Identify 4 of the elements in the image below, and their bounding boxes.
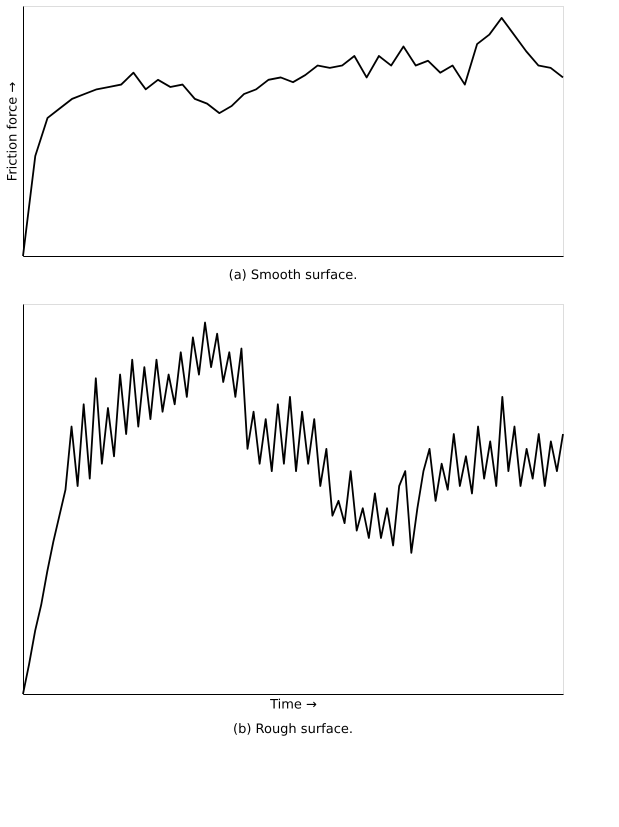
y-axis-title: Friction force → <box>6 82 20 182</box>
x-axis-title: Time → <box>269 698 318 712</box>
text: (b) Rough surface. <box>233 722 353 737</box>
text: (a) Smooth surface. <box>228 268 358 283</box>
